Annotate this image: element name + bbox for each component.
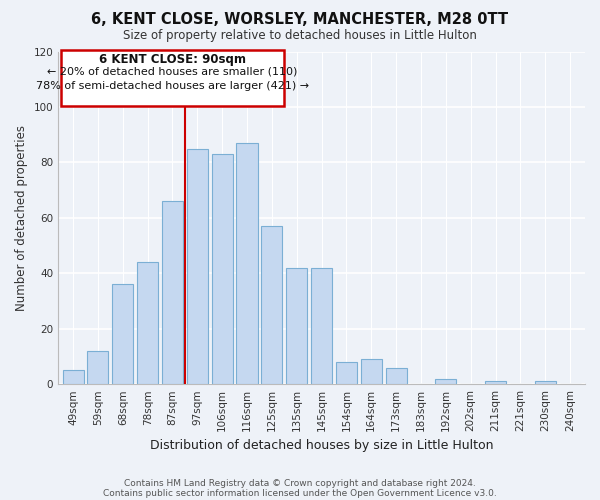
Text: 6, KENT CLOSE, WORSLEY, MANCHESTER, M28 0TT: 6, KENT CLOSE, WORSLEY, MANCHESTER, M28 … <box>91 12 509 28</box>
Bar <box>435 378 457 384</box>
Bar <box>386 368 407 384</box>
Bar <box>112 284 133 384</box>
Y-axis label: Number of detached properties: Number of detached properties <box>15 125 28 311</box>
Bar <box>162 201 183 384</box>
Text: Size of property relative to detached houses in Little Hulton: Size of property relative to detached ho… <box>123 29 477 42</box>
Bar <box>88 351 109 384</box>
Bar <box>187 148 208 384</box>
Bar <box>336 362 357 384</box>
Bar <box>286 268 307 384</box>
FancyBboxPatch shape <box>61 50 284 106</box>
Bar <box>62 370 83 384</box>
Text: 6 KENT CLOSE: 90sqm: 6 KENT CLOSE: 90sqm <box>99 53 246 66</box>
X-axis label: Distribution of detached houses by size in Little Hulton: Distribution of detached houses by size … <box>150 440 493 452</box>
Text: 78% of semi-detached houses are larger (421) →: 78% of semi-detached houses are larger (… <box>36 80 309 90</box>
Bar <box>485 382 506 384</box>
Bar <box>236 143 257 384</box>
Bar <box>311 268 332 384</box>
Bar <box>535 382 556 384</box>
Bar <box>262 226 283 384</box>
Text: Contains HM Land Registry data © Crown copyright and database right 2024.: Contains HM Land Registry data © Crown c… <box>124 478 476 488</box>
Text: ← 20% of detached houses are smaller (110): ← 20% of detached houses are smaller (11… <box>47 66 298 76</box>
Bar <box>212 154 233 384</box>
Bar <box>137 262 158 384</box>
Text: Contains public sector information licensed under the Open Government Licence v3: Contains public sector information licen… <box>103 488 497 498</box>
Bar <box>361 359 382 384</box>
